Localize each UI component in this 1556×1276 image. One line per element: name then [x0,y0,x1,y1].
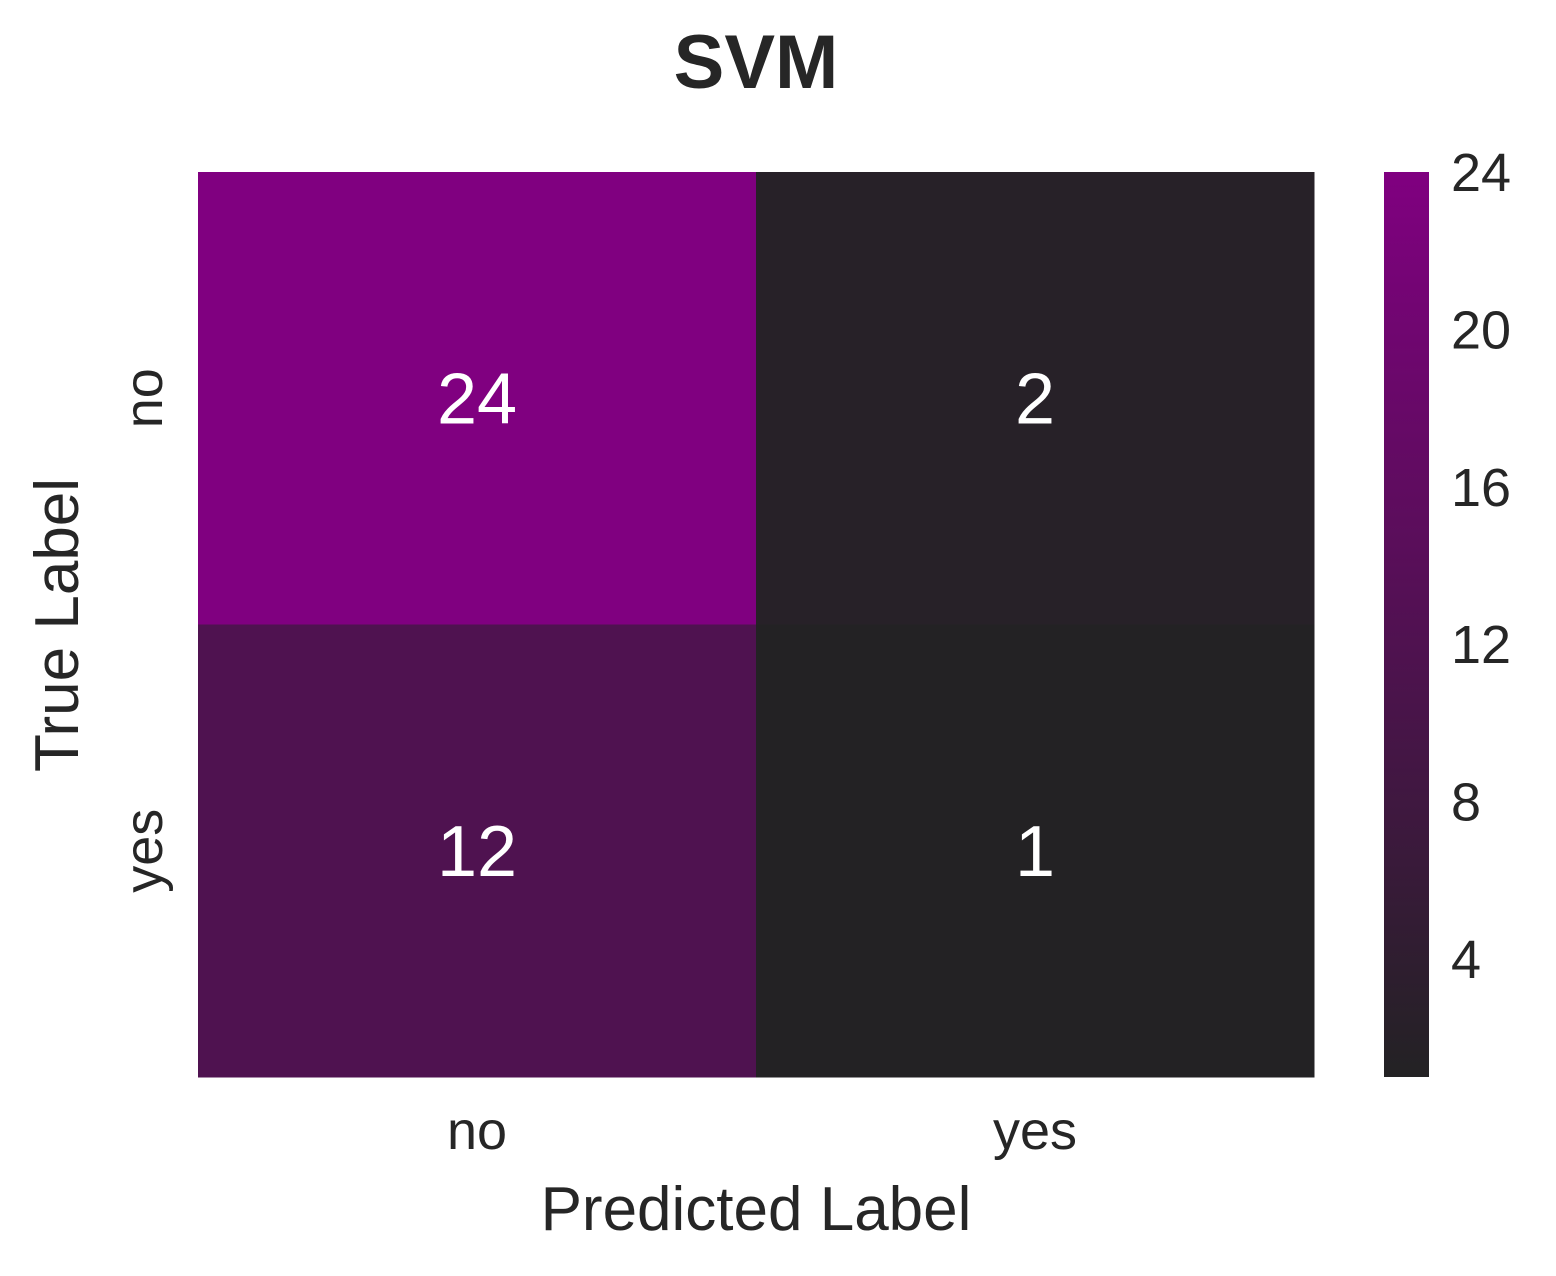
colorbar-tick-label: 16 [1451,458,1511,518]
x-tick-labels: no yes [447,1101,1077,1161]
chart-title: SVM [674,20,839,105]
heatmap-cell-yes-no [198,624,757,1078]
x-tick-label: yes [993,1101,1077,1161]
heatmap-cell-yes-yes [756,624,1315,1078]
heatmap-cell-no-yes [756,172,1315,625]
cell-annotations: 24 2 12 1 [437,359,1055,892]
colorbar [1384,172,1429,1077]
x-tick-label: no [447,1101,507,1161]
colorbar-tick-label: 20 [1451,300,1511,360]
colorbar-tick-labels: 4 8 12 16 20 24 [1451,143,1511,990]
cell-value-label: 1 [1015,812,1055,892]
y-axis-label: True Label [23,478,92,772]
colorbar-tick-label: 8 [1451,773,1481,833]
x-axis-label: Predicted Label [541,1175,972,1244]
cell-value-label: 24 [437,359,517,439]
cell-value-label: 2 [1015,359,1055,439]
colorbar-tick-label: 24 [1451,143,1511,203]
colorbar-tick-label: 12 [1451,615,1511,675]
heatmap-cells [198,172,1315,1078]
colorbar-tick-label: 4 [1451,930,1481,990]
cell-value-label: 12 [437,812,517,892]
heatmap-cell-no-no [198,172,757,625]
y-tick-labels: no yes [114,368,174,893]
y-tick-label: yes [114,809,174,893]
y-tick-label: no [114,368,174,428]
